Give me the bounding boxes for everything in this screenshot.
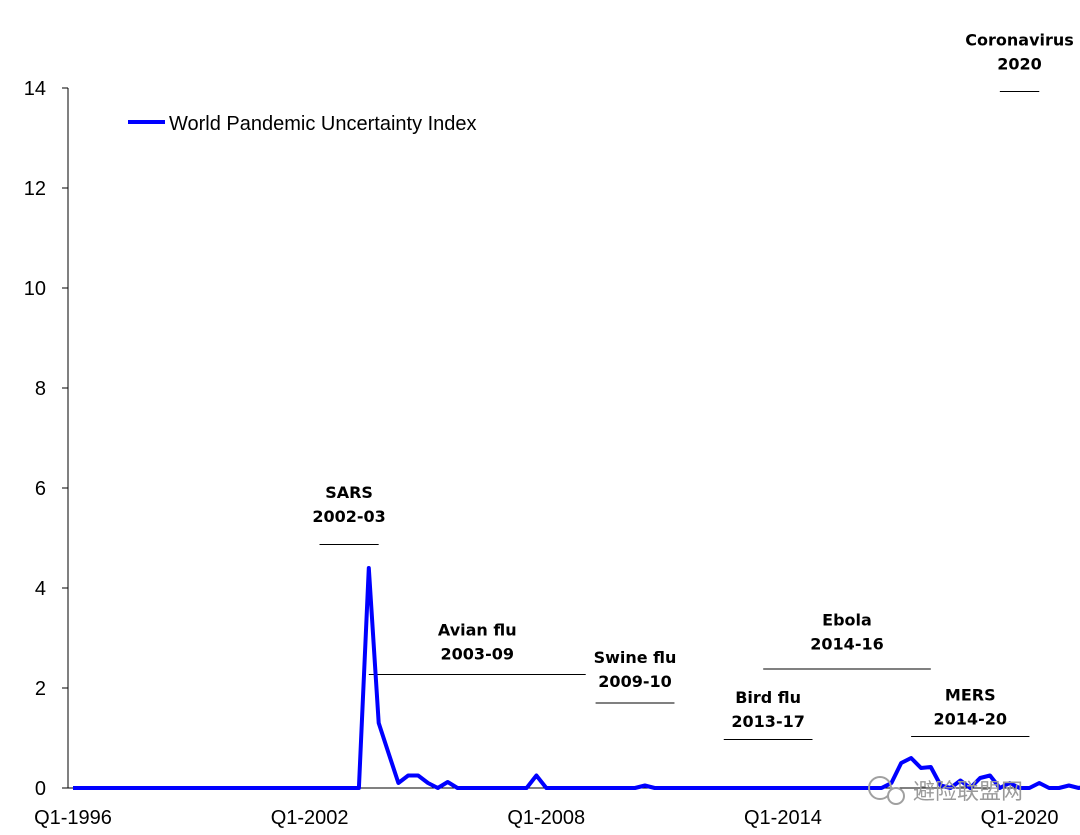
x-tick-label: Q1-2002 (271, 807, 349, 829)
y-tick-label: 4 (35, 578, 46, 600)
annotation-avian-flu: Avian flu 2003-09 (368, 621, 586, 675)
y-tick-label: 6 (35, 478, 46, 500)
x-tick-label: Q1-2020 (981, 807, 1059, 829)
y-tick-label: 8 (35, 378, 46, 400)
annotation-label: 2009-10 (598, 672, 671, 691)
y-tick-label: 0 (35, 778, 46, 800)
annotation-label: 2020 (997, 55, 1042, 74)
legend: World Pandemic Uncertainty Index (128, 113, 477, 135)
annotation-label: MERS (945, 686, 996, 705)
wechat-bubble-small-icon (887, 787, 905, 805)
annotation-label: Coronavirus (965, 31, 1074, 50)
annotation-sars: SARS 2002-03 (312, 483, 386, 545)
y-tick-label: 2 (35, 678, 46, 700)
annotation-coronavirus: Coronavirus 2020 (965, 31, 1074, 92)
series-line (73, 566, 1080, 790)
series-layer (72, 566, 1080, 790)
axes (67, 88, 1022, 789)
annotation-label: Ebola (822, 611, 872, 630)
annotation-label: Swine flu (594, 648, 677, 667)
annotation-swine-flu: Swine flu 2009-10 (594, 648, 677, 704)
watermark-text: 避险联盟网 (913, 780, 1023, 805)
y-tick-label: 10 (24, 278, 46, 300)
y-tick-label: 12 (24, 178, 46, 200)
x-tick-label: Q1-1996 (34, 807, 112, 829)
annotation-label: Avian flu (438, 621, 517, 640)
legend-label: World Pandemic Uncertainty Index (169, 113, 477, 135)
annotation-label: Bird flu (735, 688, 801, 707)
annotation-label: SARS (325, 483, 373, 502)
annotation-bird-flu: Bird flu 2013-17 (723, 688, 813, 740)
y-axis-ticks: 0 2 4 6 8 10 12 14 (24, 78, 68, 800)
x-tick-label: Q1-2008 (507, 807, 585, 829)
annotation-ebola: Ebola 2014-16 (763, 611, 931, 670)
x-tick-label: Q1-2014 (744, 807, 822, 829)
annotation-label: 2014-20 (934, 710, 1007, 729)
annotation-label: 2002-03 (312, 507, 385, 526)
y-tick-label: 14 (24, 78, 46, 100)
event-annotations: SARS 2002-03 Avian flu 2003-09 Swine flu 2009… (312, 31, 1074, 740)
annotation-mers: MERS 2014-20 (911, 686, 1030, 737)
annotation-label: 2014-16 (810, 635, 883, 654)
annotation-label: 2013-17 (731, 712, 804, 731)
annotation-label: 2003-09 (441, 645, 514, 664)
x-axis-ticks: Q1-1996 Q1-2002 Q1-2008 Q1-2014 Q1-2020 (34, 807, 1058, 829)
watermark: 避险联盟网 (868, 776, 1023, 805)
wechat-bubble-large-icon (868, 776, 892, 800)
